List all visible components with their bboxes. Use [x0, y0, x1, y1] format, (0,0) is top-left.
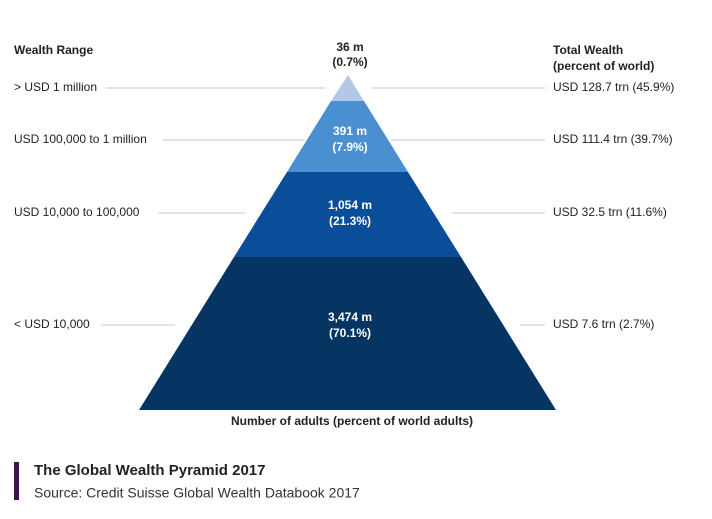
caption-bar — [14, 462, 19, 500]
right-header: Total Wealth — [553, 43, 623, 57]
caption-title: The Global Wealth Pyramid 2017 — [34, 462, 265, 479]
share-label: (21.3%) — [329, 214, 371, 228]
share-label: (7.9%) — [332, 140, 367, 154]
tier-base — [139, 257, 556, 410]
tier-top — [331, 75, 364, 101]
wealth-label: USD 128.7 trn (45.9%) — [553, 80, 674, 94]
adults-label: 36 m — [336, 40, 363, 54]
range-label: USD 100,000 to 1 million — [14, 132, 147, 146]
tier-2 — [287, 101, 408, 172]
wealth-label: USD 7.6 trn (2.7%) — [553, 317, 654, 331]
range-label: > USD 1 million — [14, 80, 97, 94]
right-header: (percent of world) — [553, 59, 654, 73]
wealth-label: USD 32.5 trn (11.6%) — [553, 205, 667, 219]
adults-label: 1,054 m — [328, 198, 372, 212]
left-header: Wealth Range — [14, 43, 93, 57]
tier-3 — [234, 172, 461, 257]
adults-label: 3,474 m — [328, 310, 372, 324]
range-label: < USD 10,000 — [14, 317, 90, 331]
axis-label: Number of adults (percent of world adult… — [231, 414, 473, 428]
share-label: (0.7%) — [332, 55, 367, 69]
share-label: (70.1%) — [329, 326, 371, 340]
adults-label: 391 m — [333, 124, 367, 138]
wealth-label: USD 111.4 trn (39.7%) — [553, 132, 673, 146]
range-label: USD 10,000 to 100,000 — [14, 205, 140, 219]
caption-source: Source: Credit Suisse Global Wealth Data… — [34, 485, 360, 501]
